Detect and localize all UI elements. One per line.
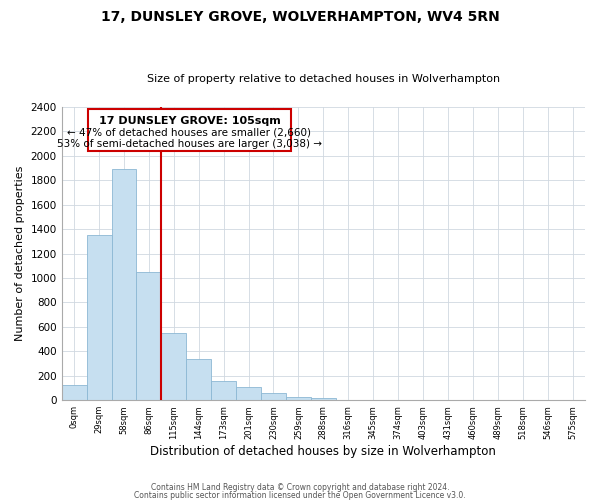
Bar <box>112 170 136 400</box>
Bar <box>236 388 261 400</box>
Bar <box>261 393 286 400</box>
Bar <box>286 396 311 400</box>
Text: Contains public sector information licensed under the Open Government Licence v3: Contains public sector information licen… <box>134 491 466 500</box>
Bar <box>86 236 112 400</box>
Bar <box>211 380 236 400</box>
Bar <box>311 398 336 400</box>
Bar <box>161 333 186 400</box>
Bar <box>136 272 161 400</box>
Bar <box>186 358 211 400</box>
Y-axis label: Number of detached properties: Number of detached properties <box>15 166 25 342</box>
FancyBboxPatch shape <box>88 110 291 151</box>
Text: 53% of semi-detached houses are larger (3,038) →: 53% of semi-detached houses are larger (… <box>57 140 322 149</box>
Text: 17 DUNSLEY GROVE: 105sqm: 17 DUNSLEY GROVE: 105sqm <box>98 116 280 126</box>
Text: 17, DUNSLEY GROVE, WOLVERHAMPTON, WV4 5RN: 17, DUNSLEY GROVE, WOLVERHAMPTON, WV4 5R… <box>101 10 499 24</box>
X-axis label: Distribution of detached houses by size in Wolverhampton: Distribution of detached houses by size … <box>151 444 496 458</box>
Bar <box>62 385 86 400</box>
Text: ← 47% of detached houses are smaller (2,660): ← 47% of detached houses are smaller (2,… <box>67 128 311 138</box>
Text: Contains HM Land Registry data © Crown copyright and database right 2024.: Contains HM Land Registry data © Crown c… <box>151 484 449 492</box>
Title: Size of property relative to detached houses in Wolverhampton: Size of property relative to detached ho… <box>147 74 500 84</box>
